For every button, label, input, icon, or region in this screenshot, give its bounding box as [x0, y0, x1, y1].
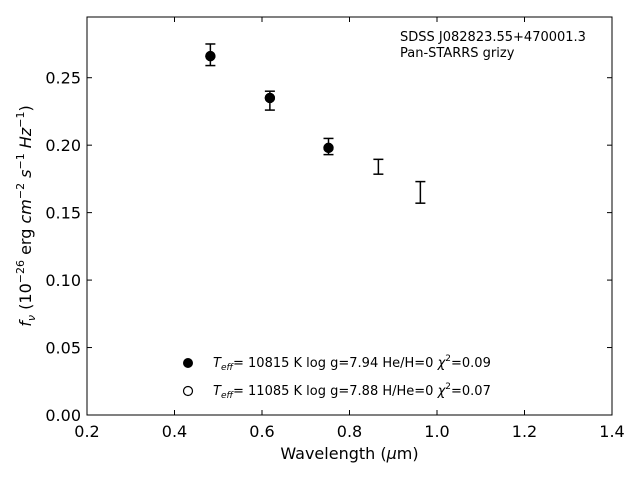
y-tick-label: 0.20 — [45, 136, 81, 155]
y-tick-label: 0.15 — [45, 204, 81, 223]
legend: Teff= 10815 K log g=7.94 He/H=0 χ2=0.09 … — [182, 354, 491, 401]
observed-errorbars — [205, 43, 426, 204]
model-point-open — [264, 92, 276, 104]
y-axis-label: fν (10−26 erg cm−2 s−1 Hz−1) — [14, 105, 38, 326]
y-tick-label: 0.25 — [45, 69, 81, 88]
legend-entry-2: Teff= 11085 K log g=7.88 H/He=0 χ2=0.07 — [213, 382, 491, 401]
x-tick-label: 0.2 — [74, 422, 99, 441]
y-tick-label: 0.10 — [45, 271, 81, 290]
annotation-object-name: SDSS J082823.55+470001.3 — [400, 30, 586, 45]
x-tick-label: 1.0 — [424, 422, 449, 441]
x-tick-label: 0.4 — [162, 422, 187, 441]
annotation-box: SDSS J082823.55+470001.3 Pan-STARRS griz… — [400, 30, 586, 61]
errorbar — [373, 158, 384, 175]
x-tick-label: 0.8 — [337, 422, 362, 441]
x-axis-label: Wavelength (μm) — [280, 444, 418, 463]
annotation-survey-name: Pan-STARRS grizy — [400, 46, 515, 61]
x-tick-label: 0.6 — [249, 422, 274, 441]
legend-marker-filled — [183, 358, 193, 368]
model-point-open — [323, 142, 334, 154]
x-tick-label: 1.4 — [599, 422, 624, 441]
model-point-open — [205, 50, 216, 62]
model-points — [205, 50, 334, 154]
errorbar — [415, 180, 426, 204]
y-axis-ticks: 0.00 0.05 0.10 0.15 0.20 0.25 — [45, 69, 612, 425]
y-tick-label: 0.05 — [45, 339, 81, 358]
y-tick-label: 0.00 — [45, 406, 81, 425]
legend-entry-1: Teff= 10815 K log g=7.94 He/H=0 χ2=0.09 — [213, 354, 491, 373]
legend-marker-open — [182, 385, 194, 397]
x-tick-label: 1.2 — [512, 422, 537, 441]
x-axis-ticks: 0.2 0.4 0.6 0.8 1.0 1.2 1.4 — [74, 17, 625, 441]
